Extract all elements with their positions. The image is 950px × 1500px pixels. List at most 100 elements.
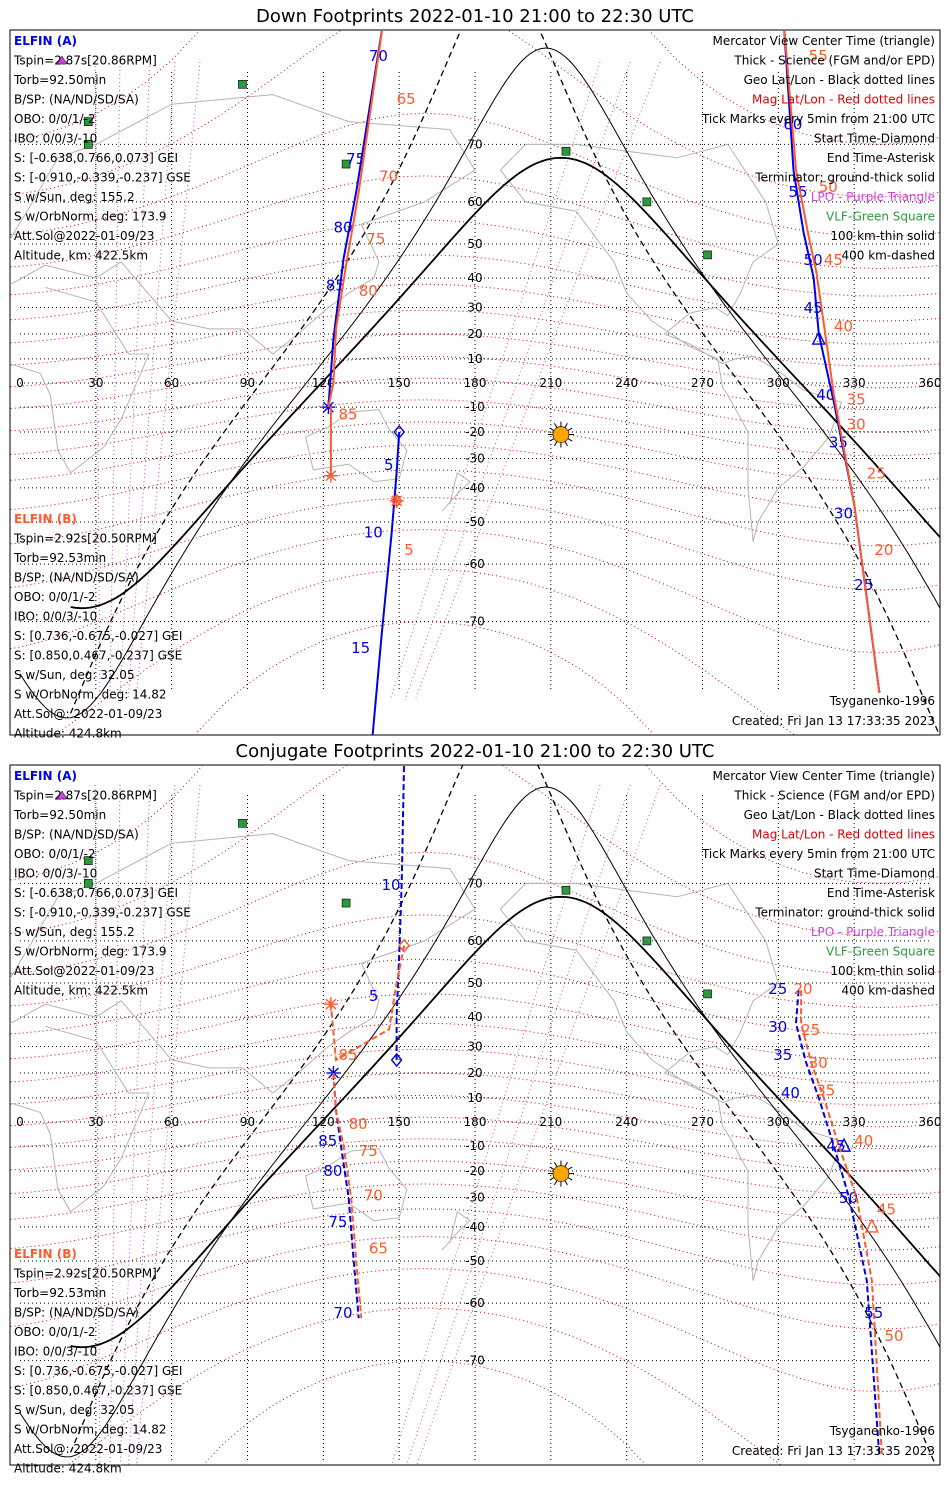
- track-tick-label: 80: [333, 218, 352, 236]
- start-time-diamond: [393, 424, 406, 440]
- legend-entry: VLF-Green Square: [826, 945, 935, 959]
- terminator-ground: [70, 156, 940, 610]
- track-tick-label: 40: [781, 1084, 800, 1102]
- track-tick-label: 70: [364, 1186, 383, 1204]
- track-line: [783, 30, 881, 693]
- track-tick-label: 75: [366, 230, 385, 248]
- track-tick-label: 35: [829, 434, 848, 452]
- info-line: B/SP: (NA/ND/SD/SA): [14, 1306, 139, 1320]
- spacecraft-title: ELFIN (B): [14, 1247, 77, 1261]
- track-tick-label: 40: [816, 386, 835, 404]
- info-line: Torb=92.50min: [13, 808, 106, 822]
- x-tick-label: 360: [919, 1115, 942, 1129]
- coast-line: [441, 1210, 471, 1251]
- y-tick-label: -10: [465, 1139, 485, 1153]
- info-line: Tspin=2.87s[20.86RPM]: [13, 789, 157, 803]
- track-tick-label: 25: [801, 1021, 820, 1039]
- terminator: [19, 765, 940, 1465]
- info-line: Tspin=2.87s[20.86RPM]: [13, 54, 157, 68]
- end-time-asterisk: [323, 997, 338, 1012]
- legend-entry: LPO - Purple Triangle: [811, 925, 935, 939]
- x-tick-label: 30: [88, 1115, 103, 1129]
- map-area: 0 30 60 90 120 150 180 210 240 270 300 330 360706050…: [10, 30, 940, 735]
- start-time-diamond: [398, 938, 411, 953]
- track-tick-label: 10: [364, 524, 383, 542]
- legend-entry: Geo Lat/Lon - Black dotted lines: [744, 808, 935, 822]
- info-line: S: [0.850,0.467,-0.237] GSE: [14, 1384, 182, 1398]
- track-tick-label: 65: [397, 90, 416, 108]
- x-tick-label: 60: [164, 376, 179, 390]
- legend-entry: Terminator: ground-thick solid: [754, 906, 935, 920]
- track-tick-label: 45: [804, 299, 823, 317]
- track-tick-label: 45: [826, 1137, 845, 1155]
- y-tick-label: 70: [467, 876, 482, 890]
- info-line: B/SP: (NA/ND/SD/SA): [14, 93, 139, 107]
- footprint-track: 5 10: [369, 765, 406, 1068]
- info-line: S: [0.736,-0.675,-0.027] GEI: [14, 629, 182, 643]
- terminator-ground: [70, 895, 940, 1349]
- footprint-track: [323, 407, 338, 483]
- legend-entry: Mercator View Center Time (triangle): [713, 34, 935, 48]
- info-line: S: [-0.910,-0.339,-0.237] GSE: [14, 906, 191, 920]
- legend-entry: 100 km-thin solid: [830, 964, 935, 978]
- x-tick-label: 120: [312, 1115, 335, 1129]
- track-tick-label: 5: [369, 987, 379, 1005]
- y-tick-label: 10: [467, 1091, 482, 1105]
- footprint-track: 5 85: [323, 938, 411, 1064]
- legend-entry: Mag Lat/Lon - Red dotted lines: [752, 828, 935, 842]
- footprint-track: 80 75 70 65: [332, 1072, 388, 1319]
- legend-entry: Mercator View Center Time (triangle): [713, 769, 935, 783]
- panel-conjugate: Conjugate Footprints 2022-01-10 21:00 to…: [9, 741, 942, 1476]
- track-tick-label: 80: [349, 1115, 368, 1133]
- mag-lat-line: [10, 112, 940, 237]
- info-block-a: ELFIN (A) Tspin=2.87s[20.86RPM] Torb=92.50…: [13, 34, 191, 263]
- coastlines: [10, 833, 843, 1281]
- map-area: 0 30 60 90 120 150 180 210 240 270 300 330 360706050…: [10, 765, 942, 1465]
- info-line: Att.Sol@: 2022-01-09/23: [14, 707, 162, 721]
- track-tick-label: 30: [834, 504, 853, 522]
- vlf-station-marker: [341, 898, 351, 908]
- spacecraft-title: ELFIN (B): [14, 512, 77, 526]
- info-block-a: ELFIN (A) Tspin=2.87s[20.86RPM] Torb=92.50…: [13, 769, 191, 998]
- info-line: IBO: 0/0/3/-10: [14, 610, 97, 624]
- legend-entry: Start Time-Diamond: [814, 132, 935, 146]
- track-line: [329, 945, 406, 1062]
- x-tick-label: 330: [843, 1115, 866, 1129]
- y-tick-label: 20: [467, 1066, 482, 1080]
- legend: Mercator View Center Time (triangle) Thic…: [701, 34, 935, 263]
- y-tick-label: 30: [467, 1039, 482, 1053]
- info-line: B/SP: (NA/ND/SD/SA): [14, 571, 139, 585]
- geo-grid: [20, 795, 930, 1460]
- created-timestamp: Created: Fri Jan 13 17:33:35 2023: [732, 1444, 935, 1458]
- track-tick-label: 80: [359, 282, 378, 300]
- model-name: Tsyganenko-1996: [829, 694, 935, 708]
- axes: 0 30 60 90 120 150 180 210 240 270 300 330 360706050…: [16, 137, 940, 628]
- info-line: Tspin=2.92s[20.50RPM]: [13, 532, 157, 546]
- info-line: Torb=92.50min: [13, 73, 106, 87]
- mag-lat-line: [10, 30, 940, 145]
- x-tick-label: 300: [767, 1115, 790, 1129]
- track-tick-label: 85: [326, 276, 345, 294]
- track-tick-label: 70: [333, 1304, 352, 1322]
- view-center-triangle: [836, 1137, 852, 1152]
- info-line: S: [0.736,-0.675,-0.027] GEI: [14, 1364, 182, 1378]
- info-line: OBO: 0/0/1/-2: [14, 590, 96, 604]
- footprint-track: 5 10 15: [351, 424, 406, 735]
- track-tick-label: 35: [773, 1046, 792, 1064]
- track-tick-label: 50: [839, 1189, 858, 1207]
- mag-lat-line: [10, 219, 940, 297]
- legend-entry: Thick - Science (FGM and/or EPD): [733, 789, 935, 803]
- mag-lon-line: [406, 784, 631, 1465]
- info-line: Att.Sol@: 2022-01-09/23: [14, 1442, 162, 1456]
- x-tick-label: 210: [539, 376, 562, 390]
- y-tick-label: -20: [465, 1164, 485, 1178]
- y-tick-label: 50: [467, 976, 482, 990]
- info-block-b: ELFIN (B) Tspin=2.92s[20.50RPM] Torb=92.53…: [13, 512, 182, 741]
- y-tick-label: -40: [465, 481, 485, 495]
- y-tick-label: -30: [465, 452, 485, 466]
- info-line: OBO: 0/0/1/-2: [14, 847, 96, 861]
- sun-icon: [547, 421, 574, 448]
- coast-line: [305, 1148, 408, 1222]
- legend-entry: Start Time-Diamond: [814, 867, 935, 881]
